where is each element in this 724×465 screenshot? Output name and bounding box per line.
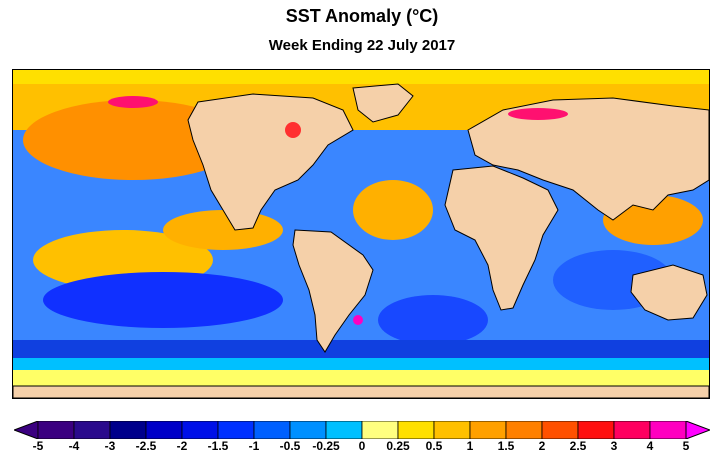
legend-swatch bbox=[73, 421, 111, 439]
antarctica bbox=[13, 385, 709, 398]
legend-tick-label: -1.5 bbox=[207, 439, 229, 453]
legend-tick-label: -5 bbox=[32, 439, 44, 453]
map-title: SST Anomaly (°C) bbox=[285, 6, 439, 26]
legend-swatch bbox=[181, 421, 219, 439]
legend-tick-label: 1.5 bbox=[497, 439, 515, 453]
sst-anomaly-map bbox=[12, 69, 710, 399]
legend-tick-label: -4 bbox=[68, 439, 80, 453]
legend-swatch bbox=[145, 421, 183, 439]
legend-tick-label: -1 bbox=[248, 439, 260, 453]
legend-swatch bbox=[433, 421, 471, 439]
legend-swatch bbox=[397, 421, 435, 439]
legend-swatch bbox=[577, 421, 615, 439]
legend-tick-label: -0.25 bbox=[312, 439, 340, 453]
north-america bbox=[187, 93, 354, 231]
legend-tick-label: 1 bbox=[466, 439, 474, 453]
legend-arrow-high bbox=[685, 421, 710, 439]
legend-swatch bbox=[253, 421, 291, 439]
legend-swatch bbox=[217, 421, 255, 439]
legend-tick-label: -2 bbox=[176, 439, 188, 453]
legend-tick-label: 0 bbox=[358, 439, 366, 453]
legend-swatch bbox=[109, 421, 147, 439]
legend-swatch bbox=[469, 421, 507, 439]
hotspot-hudson-bay bbox=[285, 122, 301, 138]
legend-swatch bbox=[289, 421, 327, 439]
color-scale-legend bbox=[14, 421, 710, 439]
australia bbox=[630, 264, 708, 321]
legend-tick-label: 5 bbox=[682, 439, 690, 453]
africa bbox=[444, 165, 559, 311]
legend-swatch bbox=[325, 421, 363, 439]
legend-arrow-low bbox=[14, 421, 39, 439]
south-america bbox=[292, 229, 374, 353]
legend-swatch bbox=[541, 421, 579, 439]
hotspot-barents bbox=[508, 108, 568, 120]
legend-tick-label: 4 bbox=[646, 439, 654, 453]
southern-ocean-light-band bbox=[13, 358, 709, 370]
eurasia bbox=[467, 97, 709, 221]
south-atlantic-cool bbox=[378, 295, 488, 345]
legend-swatch bbox=[505, 421, 543, 439]
legend-tick-label: 2.5 bbox=[569, 439, 587, 453]
map-canvas bbox=[13, 70, 709, 398]
land-masses bbox=[13, 83, 709, 398]
legend-tick-label: -3 bbox=[104, 439, 116, 453]
legend-tick-label: -0.5 bbox=[279, 439, 301, 453]
legend-tick-label: 3 bbox=[610, 439, 618, 453]
hotspot-south-atlantic bbox=[353, 315, 363, 325]
legend-swatch bbox=[649, 421, 687, 439]
legend-tick-label: 0.25 bbox=[386, 439, 410, 453]
hotspot-bering bbox=[108, 96, 158, 108]
south-pacific-cool bbox=[43, 272, 283, 328]
north-atlantic-warm bbox=[353, 180, 433, 240]
legend-swatch bbox=[613, 421, 651, 439]
legend-tick-label: 0.5 bbox=[425, 439, 443, 453]
legend-tick-label: 2 bbox=[538, 439, 546, 453]
east-pacific-warm bbox=[163, 210, 283, 250]
arctic-ice-band bbox=[13, 70, 709, 84]
greenland bbox=[352, 83, 414, 123]
legend-tick-label: -2.5 bbox=[135, 439, 157, 453]
legend-swatch bbox=[37, 421, 75, 439]
map-subtitle: Week Ending 22 July 2017 bbox=[268, 37, 456, 54]
legend-swatch bbox=[361, 421, 399, 439]
